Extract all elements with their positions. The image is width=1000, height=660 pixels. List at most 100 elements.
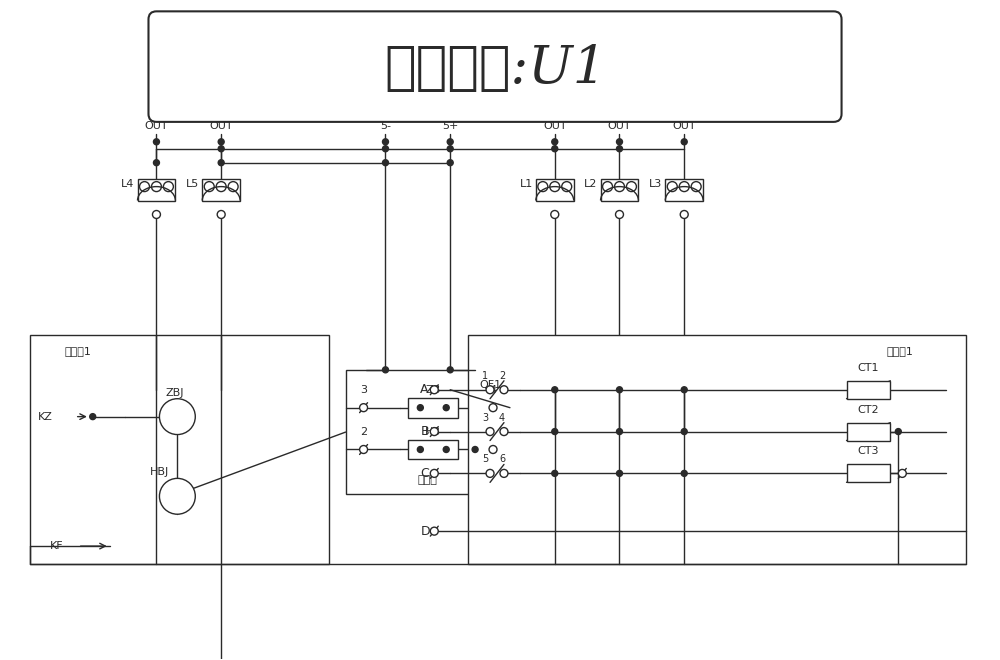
Circle shape [552, 139, 558, 145]
Text: L2: L2 [584, 179, 598, 189]
Circle shape [489, 446, 497, 453]
Circle shape [447, 146, 453, 152]
Text: 控制箱1: 控制箱1 [886, 346, 913, 356]
Text: 2: 2 [360, 426, 367, 436]
Text: 5: 5 [482, 455, 488, 465]
Circle shape [551, 211, 559, 218]
Text: 4: 4 [499, 412, 505, 422]
Circle shape [159, 399, 195, 434]
Text: KZ: KZ [38, 412, 53, 422]
Circle shape [430, 527, 438, 535]
Text: OUT: OUT [672, 121, 696, 131]
Circle shape [603, 182, 613, 191]
Bar [408, 440, 458, 459]
Circle shape [218, 139, 224, 145]
Text: CT2: CT2 [858, 405, 879, 414]
Bar [847, 422, 890, 440]
Circle shape [151, 182, 161, 191]
Circle shape [898, 469, 906, 477]
Text: QF1: QF1 [479, 379, 501, 390]
Circle shape [443, 405, 449, 411]
Circle shape [680, 211, 688, 218]
Text: L1: L1 [520, 179, 533, 189]
Text: HB: HB [425, 426, 441, 436]
Bar [408, 398, 458, 418]
Circle shape [218, 160, 224, 166]
Circle shape [616, 211, 623, 218]
Circle shape [447, 160, 453, 166]
Text: 接点盒: 接点盒 [418, 475, 438, 485]
Circle shape [430, 385, 438, 394]
Circle shape [617, 139, 622, 145]
Circle shape [417, 447, 423, 453]
Circle shape [679, 182, 689, 191]
Text: OUT: OUT [145, 121, 168, 131]
Text: B: B [420, 425, 429, 438]
Circle shape [228, 182, 238, 191]
Text: L3: L3 [649, 179, 662, 189]
Circle shape [615, 182, 624, 191]
Circle shape [500, 428, 508, 436]
Circle shape [204, 182, 214, 191]
Circle shape [218, 146, 224, 152]
Circle shape [140, 182, 149, 191]
Circle shape [360, 446, 368, 453]
Text: CT3: CT3 [858, 446, 879, 457]
Text: HBJ: HBJ [150, 467, 169, 477]
Bar [847, 465, 890, 482]
Circle shape [681, 428, 687, 434]
Circle shape [430, 428, 438, 436]
Circle shape [550, 182, 560, 191]
Text: ZB: ZB [426, 385, 441, 395]
Text: OUT: OUT [608, 121, 631, 131]
Circle shape [552, 387, 558, 393]
Text: 3: 3 [482, 412, 488, 422]
Text: 3: 3 [360, 385, 367, 395]
Circle shape [562, 182, 572, 191]
Circle shape [153, 160, 159, 166]
FancyBboxPatch shape [148, 11, 842, 122]
Bar [202, 179, 240, 201]
Text: OUT: OUT [209, 121, 233, 131]
Circle shape [360, 404, 368, 412]
Circle shape [667, 182, 677, 191]
Bar [468, 335, 966, 564]
Circle shape [681, 471, 687, 477]
Text: 控制箱1: 控制箱1 [65, 346, 92, 356]
Circle shape [500, 469, 508, 477]
Circle shape [152, 211, 160, 218]
Circle shape [617, 471, 622, 477]
Circle shape [681, 139, 687, 145]
Text: 采集设备:U1: 采集设备:U1 [384, 43, 606, 94]
Circle shape [681, 387, 687, 393]
Circle shape [382, 146, 388, 152]
Circle shape [617, 146, 622, 152]
Circle shape [500, 385, 508, 394]
Circle shape [447, 139, 453, 145]
Text: 6: 6 [499, 455, 505, 465]
Text: KF: KF [50, 541, 64, 551]
Circle shape [472, 447, 478, 453]
Circle shape [217, 211, 225, 218]
Bar [847, 381, 890, 399]
Circle shape [216, 182, 226, 191]
Text: 5+: 5+ [442, 121, 458, 131]
Circle shape [382, 139, 388, 145]
Text: 5-: 5- [380, 121, 391, 131]
Circle shape [382, 160, 388, 166]
Circle shape [447, 367, 453, 373]
Text: L5: L5 [186, 179, 199, 189]
Circle shape [153, 139, 159, 145]
Circle shape [538, 182, 548, 191]
Circle shape [159, 478, 195, 514]
Circle shape [895, 428, 901, 434]
Circle shape [489, 404, 497, 412]
Circle shape [552, 146, 558, 152]
Circle shape [617, 428, 622, 434]
Bar [346, 370, 510, 494]
Bar [536, 179, 574, 201]
Text: A: A [420, 383, 429, 396]
Bar [30, 335, 329, 564]
Circle shape [486, 428, 494, 436]
Circle shape [486, 385, 494, 394]
